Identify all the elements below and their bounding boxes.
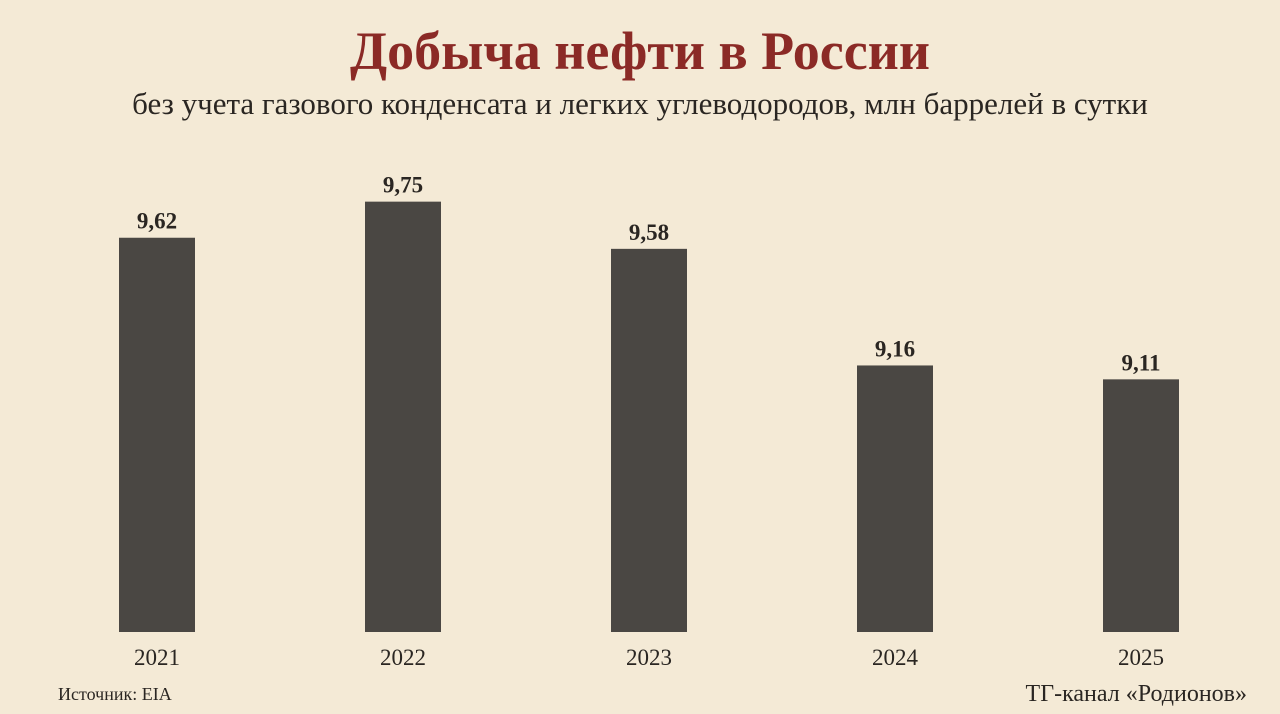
value-label-2023: 9,58 (629, 220, 669, 245)
bar-2023 (611, 248, 687, 633)
value-label-2024: 9,16 (875, 336, 915, 361)
value-label-2021: 9,62 (137, 209, 177, 234)
bar-2025 (1103, 379, 1179, 632)
bar-2022 (365, 201, 441, 632)
category-label-2025: 2025 (1118, 645, 1164, 670)
value-label-2025: 9,11 (1122, 350, 1161, 375)
category-label-2021: 2021 (134, 645, 180, 670)
bar-2024 (857, 365, 933, 632)
value-label-2022: 9,75 (383, 173, 423, 198)
bar-2021 (119, 237, 195, 632)
chart-title: Добыча нефти в России (350, 21, 930, 81)
channel-credit: ТГ-канал «Родионов» (1025, 681, 1247, 707)
chart-subtitle: без учета газового конденсата и легких у… (132, 86, 1148, 121)
category-label-2023: 2023 (626, 645, 672, 670)
category-label-2024: 2024 (872, 645, 919, 670)
source-note: Источник: EIA (58, 684, 172, 704)
category-label-2022: 2022 (380, 645, 426, 670)
